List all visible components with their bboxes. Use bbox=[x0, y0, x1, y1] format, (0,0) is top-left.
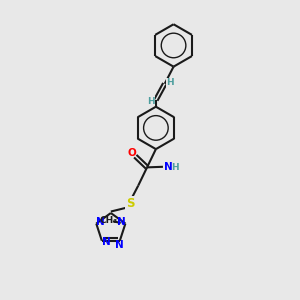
Text: N: N bbox=[164, 162, 172, 172]
Text: H: H bbox=[166, 78, 174, 87]
Text: CH₃: CH₃ bbox=[100, 216, 118, 225]
Text: N: N bbox=[102, 237, 110, 247]
Text: N: N bbox=[117, 218, 126, 227]
Text: S: S bbox=[126, 197, 134, 210]
Text: N: N bbox=[115, 240, 124, 250]
Text: O: O bbox=[128, 148, 136, 158]
Text: H: H bbox=[171, 163, 178, 172]
Text: H: H bbox=[147, 97, 154, 106]
Text: N: N bbox=[96, 218, 105, 227]
